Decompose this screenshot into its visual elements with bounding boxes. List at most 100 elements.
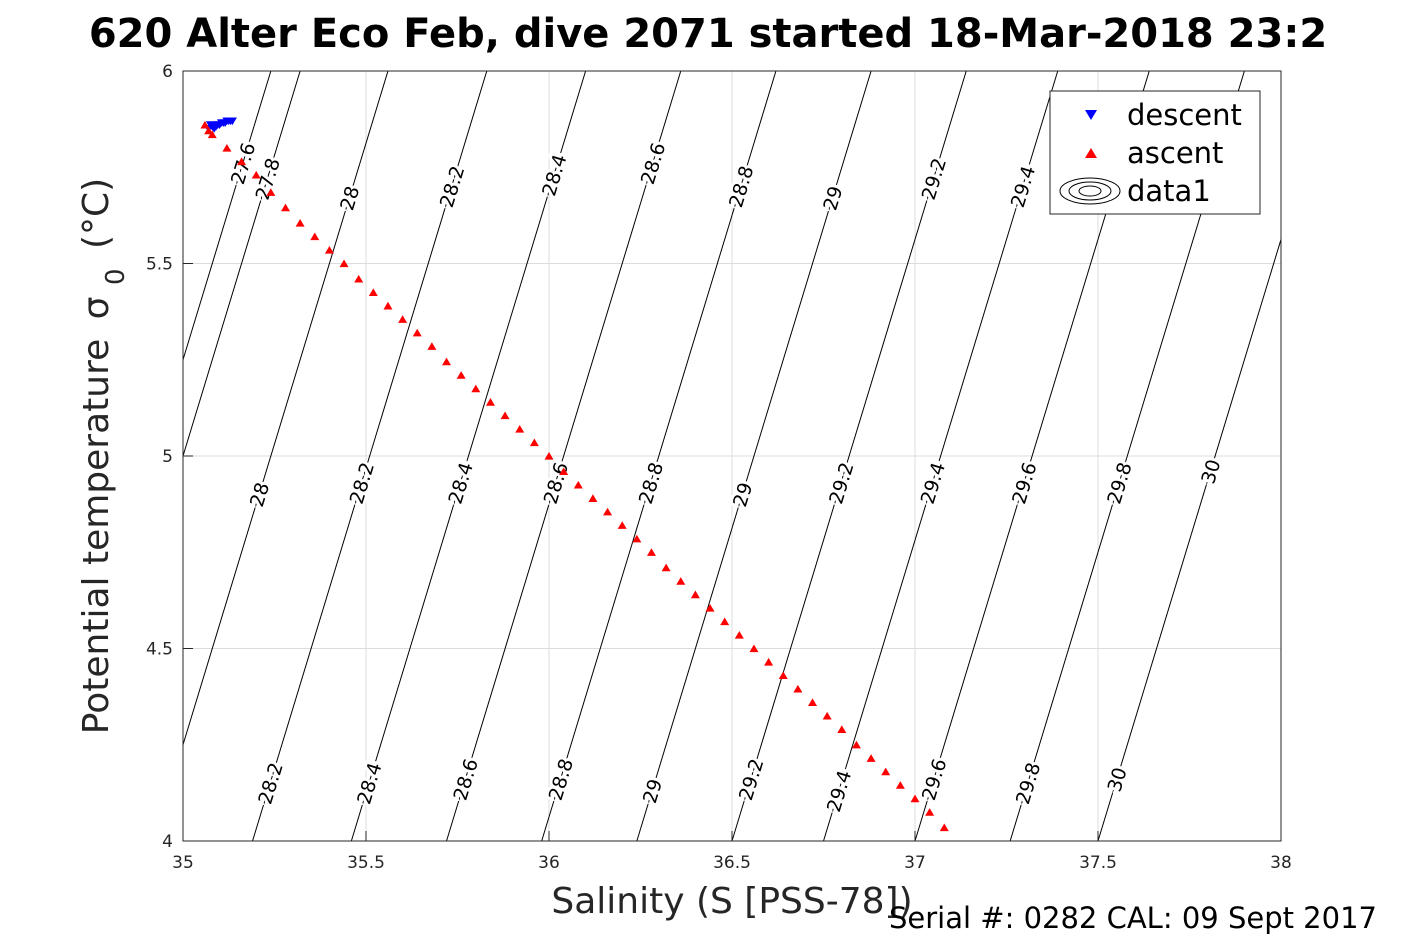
ascent-point-22 — [500, 411, 510, 420]
ascent-point-14 — [383, 301, 393, 310]
legend-entry-descent: descent — [1127, 98, 1242, 132]
contour-line-1 — [182, 70, 301, 457]
ascent-point-43 — [808, 698, 818, 706]
ascent-point-2 — [207, 130, 217, 139]
ascent-point-13 — [368, 288, 378, 296]
x-tick-label-3: 36.5 — [713, 853, 751, 873]
ascent-point-38 — [734, 630, 744, 639]
legend-data1-contour-icon — [1059, 177, 1121, 205]
y-ticks: 4 4.5 5 5.5 6 — [146, 62, 193, 852]
ascent-point-50 — [910, 794, 920, 803]
legend-entry-data1: data1 — [1127, 174, 1211, 208]
ascent-point-20 — [471, 384, 481, 393]
contour-line-12 — [1097, 239, 1282, 842]
contour-line-7 — [636, 70, 872, 842]
ascent-point-47 — [866, 754, 876, 762]
contour-line-3 — [252, 70, 488, 842]
y-axis-label-subscript: 0 — [101, 268, 131, 285]
contour-line-2 — [182, 70, 389, 745]
ascent-point-8 — [295, 219, 305, 227]
ascent-point-23 — [515, 425, 525, 433]
ascent-point-25 — [544, 451, 554, 460]
serial-calibration-note: Serial #: 0282 CAL: 09 Sept 2017 — [889, 901, 1377, 935]
contour-line-9 — [823, 70, 1059, 842]
y-tick-label-4: 6 — [162, 62, 173, 82]
ascent-point-3 — [222, 143, 232, 152]
ascent-point-9 — [310, 232, 320, 241]
y-axis-label: Potential temperature σ 0 (°C) — [76, 178, 133, 734]
ascent-point-6 — [266, 188, 276, 196]
ascent-point-11 — [339, 259, 349, 268]
ascent-point-24 — [529, 438, 539, 447]
x-ticks: 35 35.5 36 36.5 37 37.5 38 — [172, 831, 1292, 873]
ascent-point-7 — [280, 203, 290, 212]
data-markers — [200, 117, 949, 832]
ascent-point-37 — [720, 617, 730, 626]
ascent-point-52 — [939, 823, 949, 832]
x-axis-label: Salinity (S [PSS-78]) — [551, 881, 912, 922]
x-tick-label-5: 37.5 — [1079, 853, 1117, 873]
ascent-point-42 — [793, 684, 803, 693]
ascent-point-5 — [251, 170, 261, 179]
y-axis-label-unit: (°C) — [76, 178, 117, 249]
ascent-point-21 — [485, 398, 495, 406]
x-tick-label-1: 35.5 — [347, 853, 385, 873]
ascent-point-15 — [398, 315, 408, 323]
ascent-point-26 — [559, 467, 569, 475]
ascent-point-45 — [837, 725, 847, 733]
y-tick-label-3: 5.5 — [146, 255, 173, 275]
chart-title: 620 Alter Eco Feb, dive 2071 started 18-… — [89, 11, 1327, 57]
ascent-point-10 — [324, 245, 334, 254]
series-descent — [204, 117, 237, 133]
ascent-point-27 — [573, 480, 583, 489]
legend-entry-ascent: ascent — [1127, 136, 1223, 170]
contour-line-0 — [182, 70, 272, 360]
contour-line-6 — [541, 70, 777, 842]
legend-ascent-marker — [1085, 148, 1097, 158]
contour-line-4 — [350, 70, 587, 842]
legend-descent-marker — [1085, 110, 1097, 120]
ascent-point-32 — [646, 548, 656, 556]
ascent-point-41 — [778, 671, 788, 680]
ascent-point-18 — [442, 357, 452, 366]
ascent-point-12 — [354, 274, 364, 283]
ascent-point-0 — [200, 120, 210, 129]
ascent-point-48 — [881, 767, 891, 776]
ascent-point-34 — [676, 577, 686, 585]
x-tick-label-4: 37 — [904, 853, 926, 873]
y-axis-label-text: Potential temperature — [76, 339, 117, 734]
ascent-point-49 — [895, 781, 905, 789]
ascent-point-30 — [617, 521, 627, 529]
ascent-point-31 — [632, 534, 642, 543]
x-tick-label-2: 36 — [538, 853, 560, 873]
ascent-point-33 — [661, 563, 671, 572]
contour-line-8 — [731, 70, 967, 842]
ascent-point-28 — [588, 494, 598, 502]
ascent-point-46 — [851, 740, 861, 749]
y-axis-label-group: Potential temperature σ 0 (°C) — [76, 178, 133, 734]
legend: descent ascent data1 — [1049, 90, 1261, 215]
y-axis-label-symbol: σ — [76, 296, 117, 319]
ascent-point-36 — [705, 604, 715, 612]
ascent-point-29 — [603, 507, 613, 516]
x-tick-label-6: 38 — [1270, 853, 1292, 873]
contour-line-5 — [446, 70, 682, 842]
legend-box — [1049, 90, 1261, 215]
y-tick-label-1: 4.5 — [146, 640, 173, 660]
ascent-point-39 — [749, 644, 759, 653]
ascent-point-40 — [764, 657, 774, 666]
ascent-point-35 — [690, 590, 700, 599]
ascent-point-51 — [925, 808, 935, 816]
descent-point-13 — [227, 117, 237, 126]
ascent-point-44 — [822, 711, 832, 720]
ascent-point-19 — [456, 371, 466, 379]
ascent-point-4 — [237, 157, 247, 166]
ascent-point-1 — [204, 126, 214, 135]
series-ascent — [200, 120, 949, 832]
x-tick-label-0: 35 — [172, 853, 194, 873]
y-tick-label-2: 5 — [162, 447, 173, 467]
ascent-point-17 — [427, 342, 437, 350]
ascent-point-16 — [412, 328, 422, 337]
y-tick-label-0: 4 — [162, 832, 173, 852]
